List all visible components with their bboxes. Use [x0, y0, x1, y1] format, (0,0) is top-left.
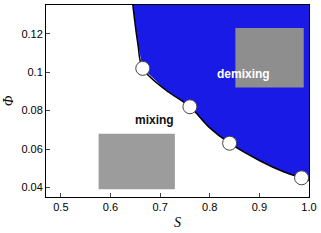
svg-text:0.8: 0.8 — [202, 201, 217, 213]
svg-text:S: S — [174, 215, 181, 230]
svg-text:0.1: 0.1 — [28, 66, 43, 78]
svg-text:0.06: 0.06 — [21, 143, 42, 155]
svg-text:0.04: 0.04 — [21, 181, 42, 193]
svg-text:1.0: 1.0 — [301, 201, 316, 213]
svg-text:0.12: 0.12 — [21, 28, 42, 40]
svg-text:0.5: 0.5 — [53, 201, 68, 213]
svg-text:mixing: mixing — [135, 113, 174, 127]
svg-text:Φ: Φ — [1, 95, 16, 106]
svg-text:0.7: 0.7 — [152, 201, 167, 213]
svg-text:demixing: demixing — [217, 67, 270, 81]
svg-text:0.6: 0.6 — [103, 201, 118, 213]
svg-text:0.9: 0.9 — [252, 201, 267, 213]
svg-text:0.08: 0.08 — [21, 104, 42, 116]
